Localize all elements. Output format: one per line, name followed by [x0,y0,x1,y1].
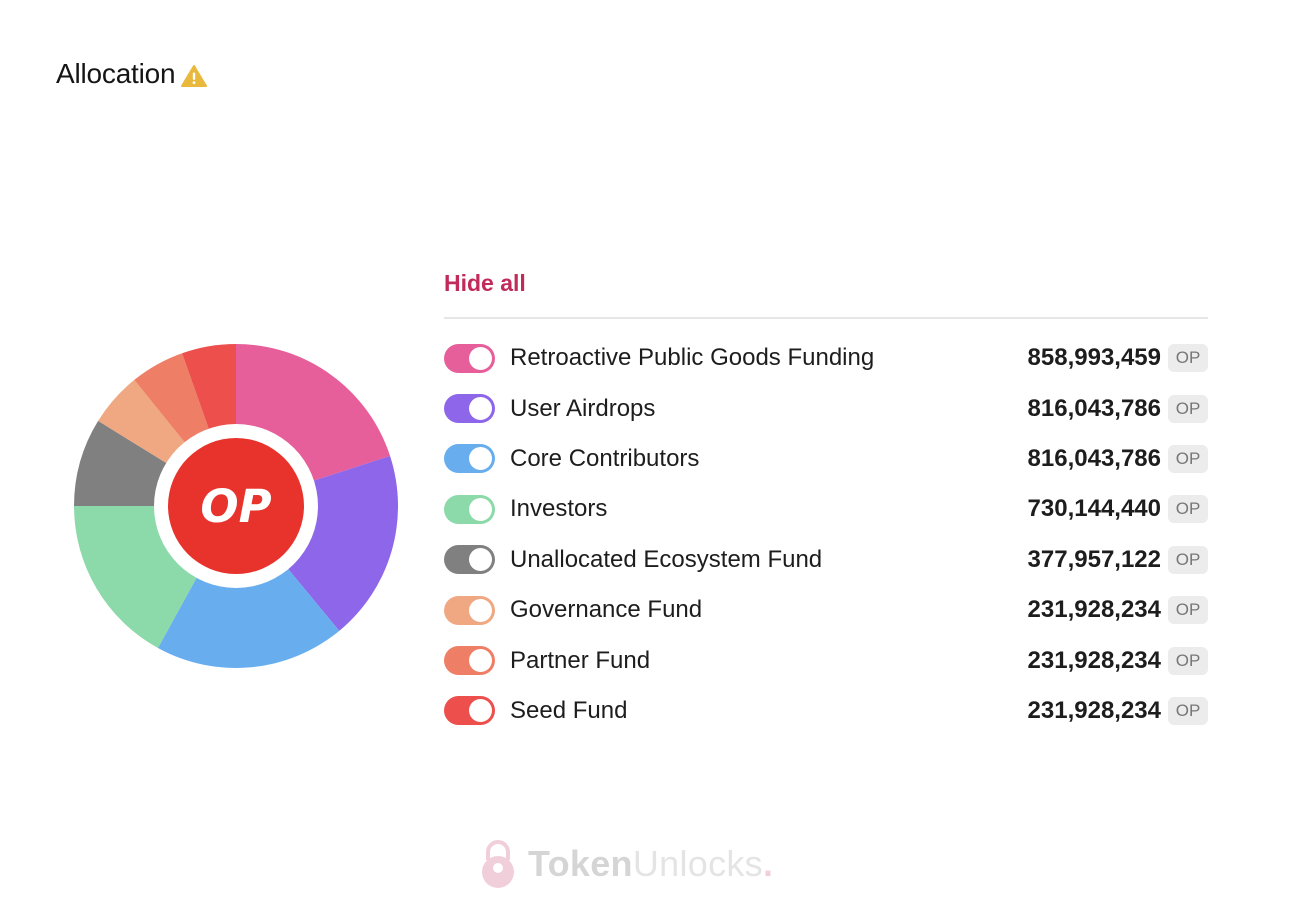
unit-badge: OP [1168,545,1208,574]
center-label: OP [200,480,271,533]
legend-toggle[interactable] [444,444,495,474]
legend-toggle[interactable] [444,646,495,676]
legend-value: 730,144,440 [1027,495,1161,523]
tokenunlocks-watermark: TokenUnlocks. [476,838,773,890]
legend-value: 816,043,786 [1027,444,1161,472]
hide-all-button[interactable]: Hide all [444,270,526,296]
legend-value: 231,928,234 [1027,596,1161,624]
legend-label: Seed Fund [510,696,628,724]
toggle-knob [469,346,492,370]
legend-value: 231,928,234 [1027,696,1161,724]
brand-primary: Token [528,843,633,884]
legend-toggle[interactable] [444,494,495,524]
unit-badge: OP [1168,344,1208,373]
legend-label: Partner Fund [510,646,651,674]
legend-value: 816,043,786 [1027,394,1161,422]
legend-item: User Airdrops 816,043,786 OP [444,383,1208,433]
toggle-knob [469,397,492,421]
toggle-knob [469,548,492,572]
legend-item: Investors 730,144,440 OP [444,484,1208,534]
unit-badge: OP [1168,444,1208,473]
allocation-donut-chart: OP [74,344,399,668]
toggle-knob [469,699,492,723]
toggle-knob [469,598,492,622]
legend-toggle[interactable] [444,343,495,373]
legend-label: Core Contributors [510,444,700,472]
brand-secondary: Unlocks [632,843,763,884]
allocation-legend: Hide all Retroactive Public Goods Fundin… [444,270,1208,736]
unit-badge: OP [1168,495,1208,524]
unit-badge: OP [1168,696,1208,725]
legend-label: Retroactive Public Goods Funding [510,344,875,372]
legend-item: Core Contributors 816,043,786 OP [444,434,1208,484]
legend-label: Governance Fund [510,596,703,624]
legend-list: Retroactive Public Goods Funding 858,993,… [444,333,1208,736]
unit-badge: OP [1168,596,1208,625]
unit-badge: OP [1168,394,1208,423]
lock-icon [482,840,514,888]
toggle-knob [469,649,492,673]
legend-value: 858,993,459 [1027,344,1161,372]
legend-value: 377,957,122 [1027,545,1161,573]
legend-toggle[interactable] [444,696,495,726]
legend-label: Investors [510,495,608,523]
legend-toggle[interactable] [444,595,495,625]
legend-label: Unallocated Ecosystem Fund [510,545,823,573]
legend-item: Partner Fund 231,928,234 OP [444,635,1208,685]
legend-toggle[interactable] [444,545,495,575]
legend-item: Seed Fund 231,928,234 OP [444,686,1208,736]
legend-item: Unallocated Ecosystem Fund 377,957,122 OP [444,535,1208,585]
brand-dot: . [762,843,774,884]
legend-item: Governance Fund 231,928,234 OP [444,585,1208,635]
page-title: Allocation [56,58,176,89]
toggle-knob [469,447,492,471]
legend-divider [444,317,1208,319]
op-logo [168,438,304,574]
legend-label: User Airdrops [510,394,656,422]
legend-value: 231,928,234 [1027,646,1161,674]
toggle-knob [469,497,492,521]
allocation-header: Allocation [56,58,208,90]
legend-item: Retroactive Public Goods Funding 858,993,… [444,333,1208,383]
legend-toggle[interactable] [444,394,495,424]
unit-badge: OP [1168,646,1208,675]
warning-icon[interactable] [181,64,208,88]
